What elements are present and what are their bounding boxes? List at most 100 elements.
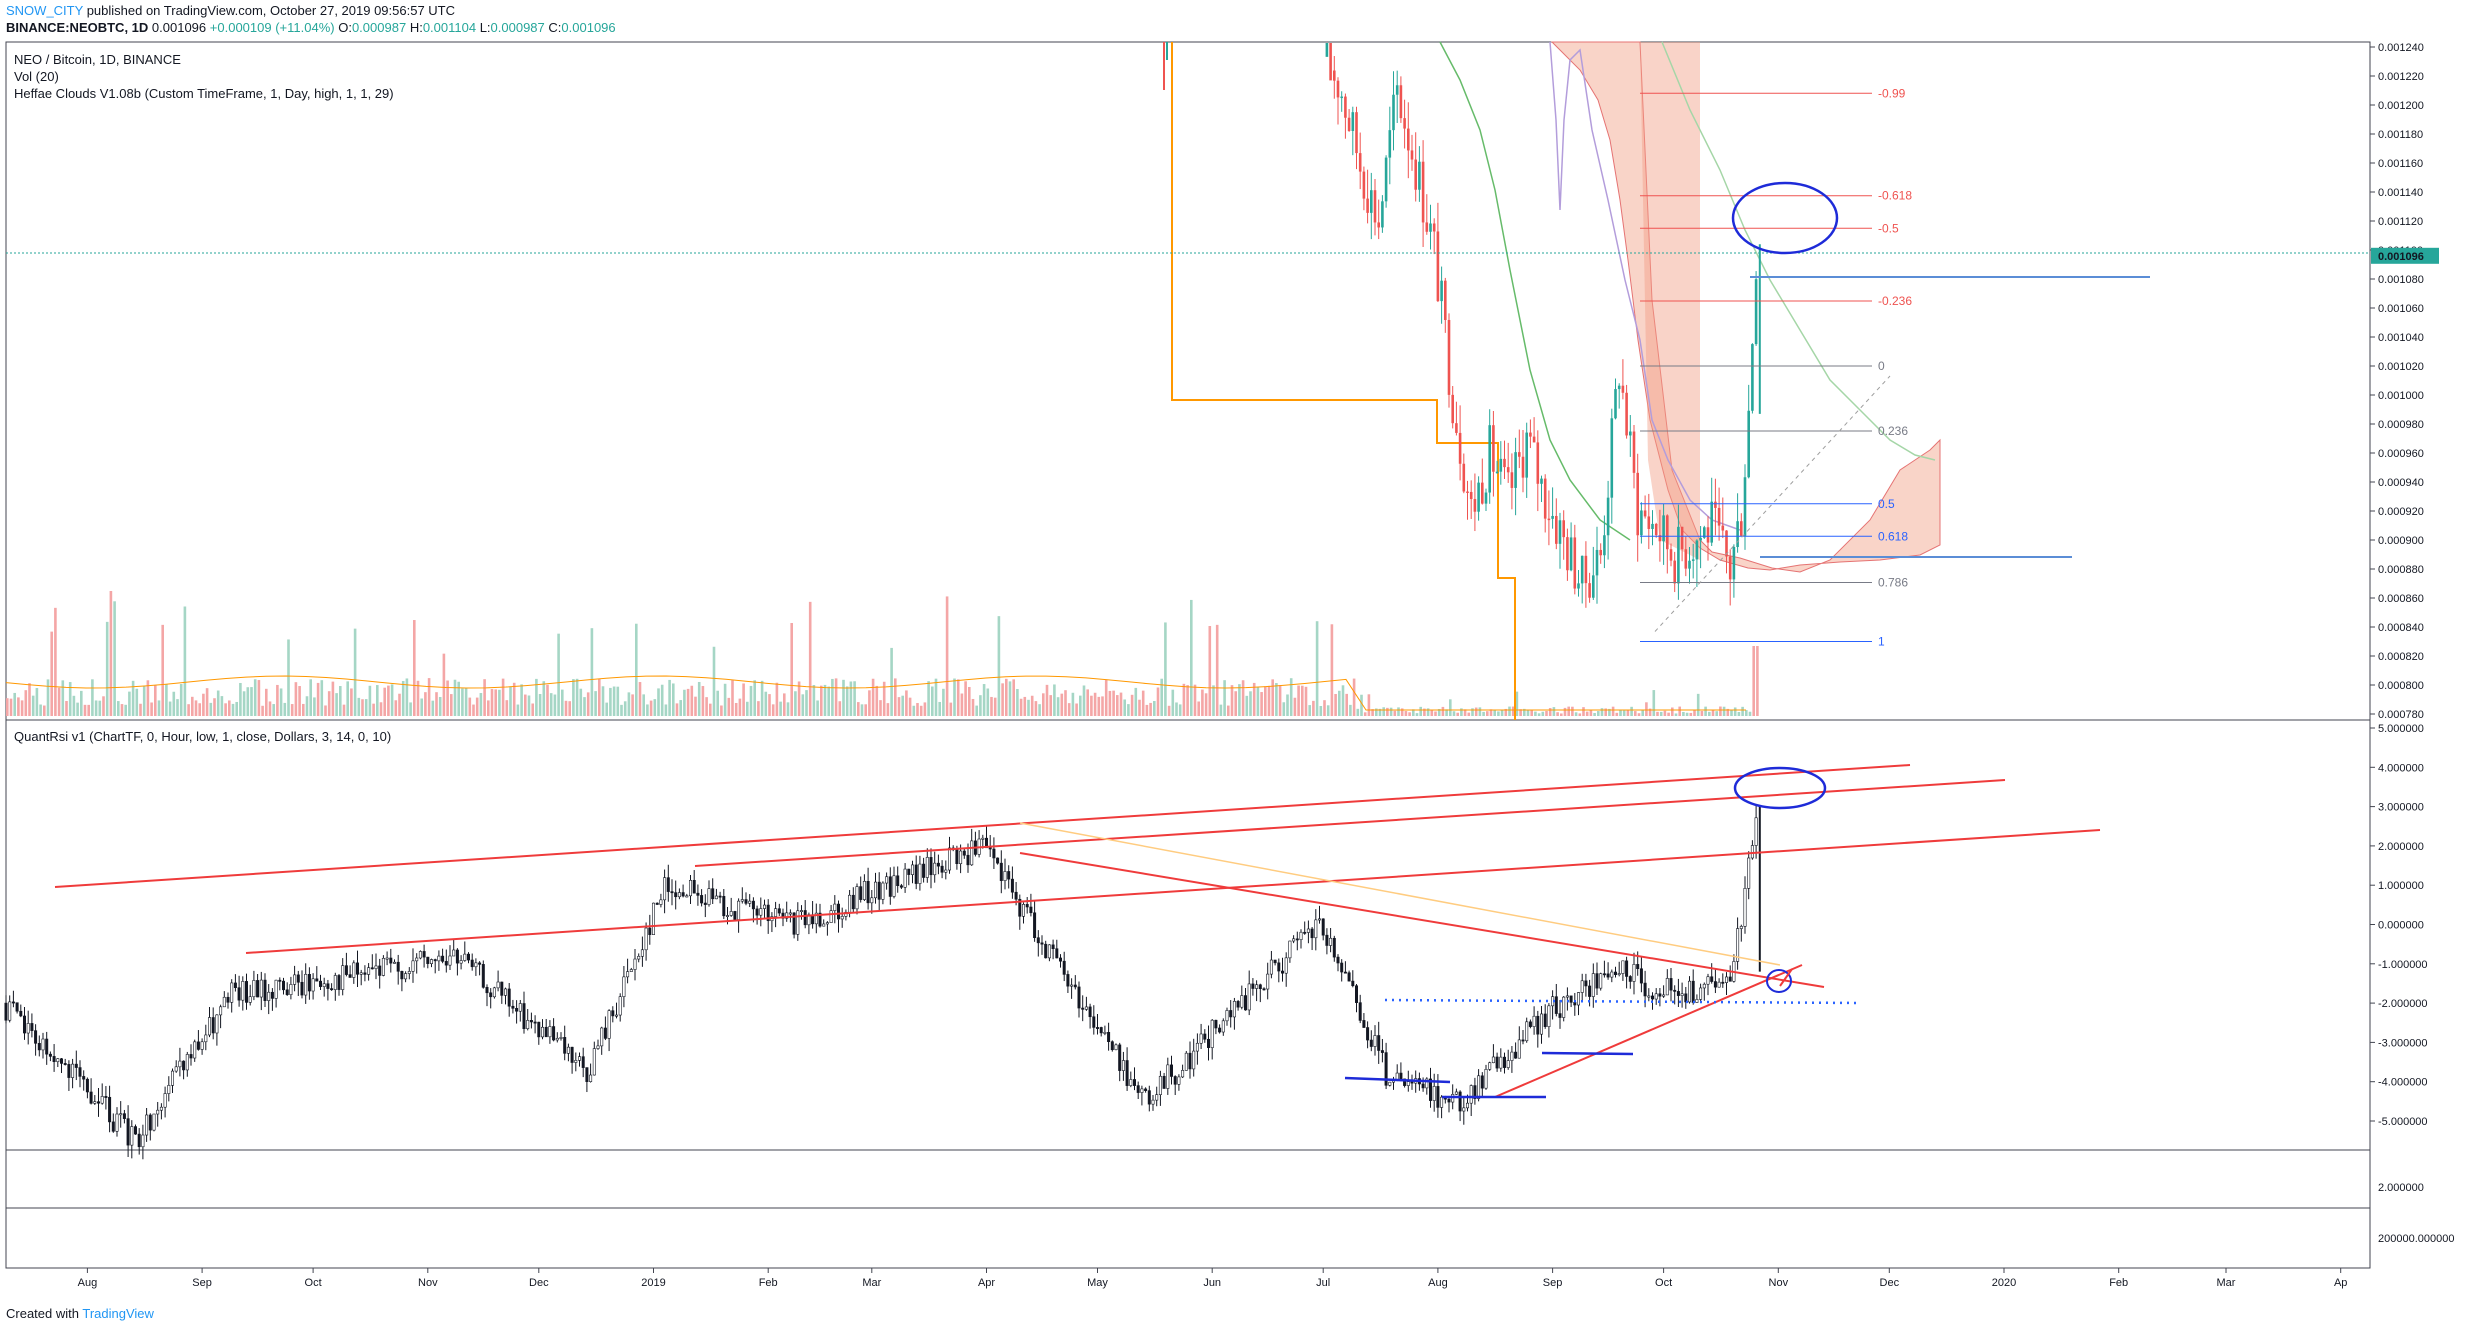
volume-bar [372, 703, 375, 716]
volume-bar [1593, 712, 1596, 716]
rsi-axis[interactable]: 5.000000 4.000000 3.000000 2.000000 1.000000… [2370, 723, 2428, 1128]
rsi-candle-body [1358, 1002, 1362, 1021]
rsi-candle-body [1636, 964, 1640, 970]
mid-trendline[interactable] [245, 829, 2101, 954]
rsi-candle-body [903, 868, 907, 888]
trend-lines[interactable] [6, 181, 2370, 1099]
rsi-candle-body [492, 987, 496, 998]
rsi-candle-body [1717, 981, 1721, 988]
volume-bar [1708, 711, 1711, 716]
volume-bar [224, 703, 227, 716]
volume-bar [1119, 692, 1123, 716]
rsi-candle-body [289, 984, 293, 995]
rsi-candle-body [178, 1060, 182, 1068]
price-label: 0.000820 [2378, 651, 2424, 663]
legend-symbol[interactable]: NEO / Bitcoin, 1D, BINANCE [14, 52, 181, 67]
rsi-candle-body [300, 981, 304, 996]
price-axis[interactable]: 0.001240 0.001220 0.001200 0.001180 0.001160… [2370, 42, 2439, 721]
faint-trendline[interactable] [1019, 822, 1781, 966]
rsi-candle-body [1665, 978, 1669, 996]
rsi-candle-body [626, 971, 630, 978]
rsi-candle-body [585, 1067, 589, 1082]
legend-indicator[interactable]: Heffae Clouds V1.08b (Custom TimeFrame, … [14, 86, 394, 101]
rsi-candle-body [1436, 1086, 1440, 1108]
rsi-candle-body [1121, 1060, 1125, 1071]
volume-bar [886, 703, 890, 716]
rsi-candle-body [1721, 981, 1725, 984]
rsi-candle-body [381, 957, 385, 976]
volume-bar [120, 704, 124, 716]
volume-bar [1016, 689, 1019, 716]
volume-bar [124, 704, 127, 716]
price-candle-body [1466, 491, 1469, 493]
circle-annotation[interactable] [1766, 969, 1792, 993]
volume-bar [605, 702, 608, 716]
rsi-candle-body [925, 857, 929, 878]
moving-average-line [1439, 41, 1631, 541]
volume-bar [1267, 685, 1271, 716]
upper-trendline-2[interactable] [694, 779, 2006, 867]
rsi-candle-body [274, 979, 278, 999]
volume-bar [531, 703, 534, 716]
descending-trendline[interactable] [1019, 852, 1825, 988]
volume-bar [660, 684, 664, 716]
volume-bar [331, 681, 335, 716]
rsi-candle-body [374, 965, 378, 970]
tradingview-logo-text[interactable]: TradingView [82, 1306, 154, 1321]
time-label: Dec [529, 1277, 549, 1289]
time-label: Oct [305, 1277, 322, 1289]
rsi-candle-body [67, 1064, 71, 1078]
rsi-candle-body [134, 1126, 138, 1135]
legend-volume[interactable]: Vol (20) [14, 69, 59, 84]
legend-rsi[interactable]: QuantRsi v1 (ChartTF, 0, Hour, low, 1, c… [14, 729, 392, 744]
price-candle-body [1588, 583, 1591, 598]
rsi-candle-body [1440, 1096, 1444, 1108]
upper-trendline[interactable] [54, 764, 1911, 888]
time-axis[interactable]: Aug Sep Oct Nov Dec 2019 Feb Mar Apr May Jun Jul Aug… [78, 1268, 2348, 1289]
volume-bar [546, 684, 549, 716]
volume-bar [697, 681, 701, 716]
support-line[interactable] [1384, 998, 1861, 1005]
rsi-candle-body [1432, 1086, 1436, 1101]
volume-bar [364, 699, 368, 716]
volume-bar [642, 694, 645, 716]
volume-bar [131, 680, 135, 716]
price-candle-body [1458, 432, 1462, 464]
rsi-candle-body [1517, 1039, 1521, 1059]
price-candle-body [1699, 537, 1702, 541]
low-marker[interactable] [1541, 1051, 1634, 1056]
rsi-candle-body [352, 962, 356, 978]
rsi-candle-body [589, 1074, 593, 1082]
rsi-candle-body [1036, 937, 1040, 944]
volume-bar [54, 607, 57, 716]
rsi-candle-body [703, 902, 707, 905]
rsi-breakout-tick [1779, 968, 1793, 987]
volume-bar [601, 686, 605, 716]
volume-bar [1463, 709, 1467, 716]
volume-bar [993, 697, 997, 716]
volume-bar [520, 684, 523, 716]
author-link[interactable]: SNOW_CITY [6, 3, 84, 18]
circle-annotation[interactable] [1731, 181, 1839, 255]
rsi-candle-body [1232, 1001, 1236, 1018]
volume-bar [875, 685, 879, 716]
rsi-candle-body [1066, 974, 1070, 987]
rsi-candle-body [1595, 973, 1599, 989]
rsi-candle-body [740, 899, 744, 902]
volume-bar [1445, 709, 1448, 716]
volume-bar [1526, 709, 1530, 716]
rsi-candle-body [1147, 1090, 1151, 1105]
circle-annotation[interactable] [1733, 766, 1827, 810]
rsi-candle-body [1133, 1079, 1137, 1086]
time-label: Ap [2334, 1277, 2347, 1289]
time-label: Nov [418, 1277, 438, 1289]
volume-bar [627, 692, 631, 716]
volume-bar [446, 680, 449, 716]
ascending-trendline[interactable] [1494, 964, 1803, 1098]
volume-bar [879, 700, 882, 716]
low-marker[interactable] [1344, 1076, 1451, 1084]
volume-bar [294, 682, 298, 716]
rsi-candle-body [692, 880, 696, 894]
volume-bar [594, 691, 597, 716]
